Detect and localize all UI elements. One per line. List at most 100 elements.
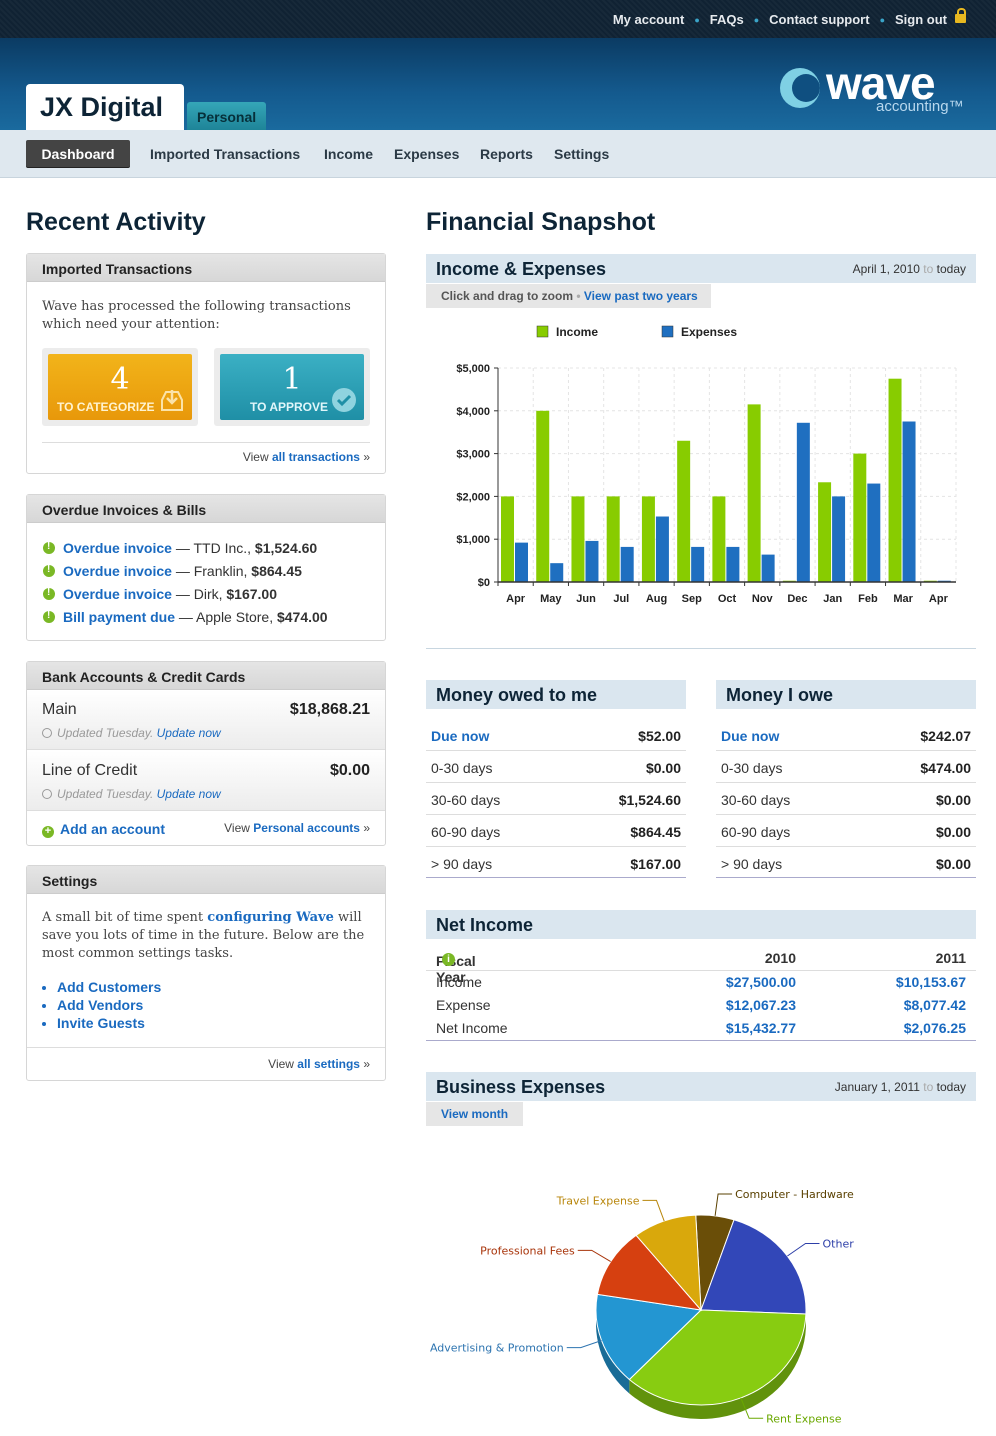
add-vendors-link[interactable]: Add Vendors <box>57 996 161 1014</box>
all-settings-link[interactable]: all settings <box>297 1057 360 1071</box>
net-2010-link[interactable]: $15,432.77 <box>725 1020 796 1036</box>
all-transactions-link[interactable]: all transactions <box>271 450 360 464</box>
business-expenses-header: Business Expenses January 1, 2011 to tod… <box>426 1072 976 1101</box>
top-links: My account ● FAQs ● Contact support ● Si… <box>612 8 966 27</box>
categorize-label: TO CATEGORIZE <box>57 400 155 414</box>
table-row: 60-90 days $0.00 <box>716 815 976 847</box>
overdue-link[interactable]: Bill payment due <box>63 609 176 625</box>
view-past-two-years-link[interactable]: View past two years <box>583 289 698 303</box>
table-row: 30-60 days $1,524.60 <box>426 783 686 815</box>
configuring-wave-link[interactable]: configuring Wave <box>207 910 334 925</box>
view-all-transactions: View all transactions » <box>242 450 370 464</box>
alert-icon <box>43 610 55 623</box>
settings-description: A small bit of time spent configuring Wa… <box>42 910 365 961</box>
overdue-link[interactable]: Overdue invoice <box>63 563 172 579</box>
to-categorize-button[interactable]: 4 TO CATEGORIZE <box>42 348 198 426</box>
add-customers-link[interactable]: Add Customers <box>57 978 161 996</box>
net-2011-link[interactable]: $2,076.25 <box>903 1020 966 1036</box>
expenses-bar <box>726 546 740 582</box>
separator-dot: ● <box>753 14 760 25</box>
overdue-row: Overdue invoice — TTD Inc., $1,524.60 <box>43 540 317 556</box>
income-bar <box>712 496 726 582</box>
overdue-link[interactable]: Overdue invoice <box>63 540 172 556</box>
contact-support-link[interactable]: Contact support <box>769 12 870 27</box>
account-row-main[interactable]: Main $18,868.21 Updated Tuesday. Update … <box>27 690 385 750</box>
income-bar <box>888 378 902 582</box>
view-month-button[interactable]: View month <box>426 1102 523 1126</box>
table-row: 0-30 days $474.00 <box>716 751 976 783</box>
pie-label: Computer - Hardware <box>735 1188 854 1201</box>
business-expenses-pie-chart[interactable]: Computer - Hardware Other Rent Expense Adve… <box>426 1170 976 1432</box>
approve-label: TO APPROVE <box>250 400 329 414</box>
table-row: Net Income $15,432.77 $2,076.25 <box>426 1017 976 1041</box>
due-now-link[interactable]: Due now <box>721 728 780 744</box>
table-header-row: Fiscal Year i 2010 2011 <box>426 947 976 985</box>
expense-2011-link[interactable]: $8,077.42 <box>903 997 966 1013</box>
imported-transactions-box: Imported Transactions Wave has processed… <box>26 253 386 474</box>
date-range: January 1, 2011 to today <box>834 1080 966 1094</box>
income-bar <box>571 496 585 582</box>
alert-icon <box>43 564 55 577</box>
imported-transactions-header: Imported Transactions <box>27 254 385 282</box>
wave-logo-icon <box>780 68 820 108</box>
table-row: Income $27,500.00 $10,153.67 <box>436 974 966 990</box>
nav-expenses[interactable]: Expenses <box>394 146 460 162</box>
income-bar <box>641 496 655 582</box>
zoom-bar: Click and drag to zoom • View past two y… <box>426 284 711 308</box>
income-bar <box>536 410 550 582</box>
income-2010-link[interactable]: $27,500.00 <box>725 974 796 990</box>
due-now-link[interactable]: Due now <box>431 728 490 744</box>
nav-settings[interactable]: Settings <box>554 146 610 162</box>
overdue-row: Overdue invoice — Dirk, $167.00 <box>43 586 277 602</box>
overdue-link[interactable]: Overdue invoice <box>63 586 172 602</box>
nav-income[interactable]: Income <box>324 146 374 162</box>
x-tick-label: Apr <box>929 593 949 605</box>
net-income-header: Net Income <box>426 910 976 939</box>
x-tick-label: Aug <box>646 593 667 605</box>
expenses-bar <box>796 422 810 582</box>
personal-tab[interactable]: Personal <box>187 102 266 130</box>
to-approve-button[interactable]: 1 TO APPROVE <box>214 348 370 426</box>
logo-subtitle: accounting™ <box>876 98 964 115</box>
separator-dot: ● <box>879 14 885 25</box>
account-balance: $0.00 <box>329 762 370 779</box>
pie-leader-line <box>566 1340 602 1349</box>
personal-accounts-link[interactable]: Personal accounts <box>253 821 360 835</box>
invite-guests-link[interactable]: Invite Guests <box>57 1014 161 1032</box>
table-row: > 90 days $167.00 <box>431 856 681 872</box>
my-account-link[interactable]: My account <box>612 12 685 27</box>
date-range: April 1, 2010 to today <box>852 262 966 276</box>
faqs-link[interactable]: FAQs <box>709 12 744 27</box>
income-expenses-chart[interactable]: Income Expenses $5,000 $4,000 $3,000 $2,000 $1… <box>426 316 976 616</box>
y-tick-label: $0 <box>478 577 490 589</box>
nav-dashboard[interactable]: Dashboard <box>26 140 130 167</box>
alert-icon <box>43 541 55 554</box>
income-2011-link[interactable]: $10,153.67 <box>895 974 966 990</box>
expenses-bar <box>832 496 846 582</box>
x-tick-label: Jan <box>823 593 842 605</box>
wave-logo[interactable]: wave accounting™ <box>780 57 970 122</box>
y-tick-label: $3,000 <box>456 449 490 461</box>
company-tab[interactable]: JX Digital <box>26 84 184 130</box>
account-name: Line of Credit <box>42 762 138 779</box>
nav-reports[interactable]: Reports <box>480 146 533 162</box>
account-row-line-of-credit[interactable]: Line of Credit $0.00 Updated Tuesday. Up… <box>27 751 385 811</box>
pie-leader-line <box>740 1397 764 1419</box>
settings-links: Add Customers Add Vendors Invite Guests <box>57 978 161 1032</box>
expense-2010-link[interactable]: $12,067.23 <box>725 997 796 1013</box>
bank-accounts-box: Bank Accounts & Credit Cards Main $18,86… <box>26 661 386 846</box>
money-owed-table: Due now $52.00 0-30 days $0.00 30-60 days $… <box>426 719 686 878</box>
add-account-button[interactable]: + Add an account <box>42 821 165 838</box>
income-expenses-header: Income & Expenses April 1, 2010 to today <box>426 254 976 283</box>
nav-imported-transactions[interactable]: Imported Transactions <box>150 146 301 162</box>
update-now-link[interactable]: Update now <box>156 787 221 801</box>
x-tick-label: Feb <box>858 593 878 605</box>
sign-out-link[interactable]: Sign out <box>895 12 947 27</box>
checkmark-icon <box>332 388 356 412</box>
update-now-link[interactable]: Update now <box>156 726 221 740</box>
info-icon[interactable]: i <box>442 953 455 966</box>
financial-snapshot-title: Financial Snapshot <box>426 208 656 236</box>
overdue-header: Overdue Invoices & Bills <box>27 495 385 523</box>
table-row: Due now $242.07 <box>716 719 976 751</box>
pie-leader-line <box>577 1249 611 1262</box>
